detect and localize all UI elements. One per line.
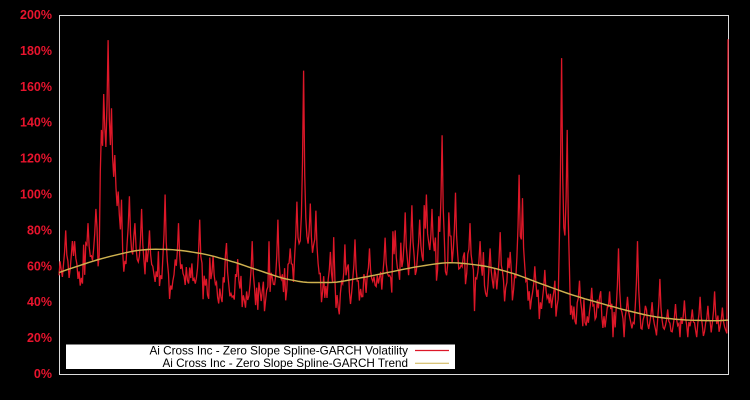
svg-text:180%: 180% — [20, 44, 52, 58]
svg-text:80%: 80% — [27, 223, 52, 237]
svg-text:40%: 40% — [27, 295, 52, 309]
svg-text:Ai Cross Inc - Zero Slope Spli: Ai Cross Inc - Zero Slope Spline-GARCH V… — [149, 345, 408, 358]
svg-text:0%: 0% — [34, 367, 52, 381]
svg-text:160%: 160% — [20, 80, 52, 94]
svg-text:Ai Cross Inc - Zero Slope Spli: Ai Cross Inc - Zero Slope Spline-GARCH T… — [162, 357, 408, 370]
svg-text:100%: 100% — [20, 188, 52, 202]
svg-text:60%: 60% — [27, 259, 52, 273]
svg-text:20%: 20% — [27, 331, 52, 345]
svg-text:140%: 140% — [20, 116, 52, 130]
svg-text:200%: 200% — [20, 8, 52, 22]
svg-text:120%: 120% — [20, 152, 52, 166]
